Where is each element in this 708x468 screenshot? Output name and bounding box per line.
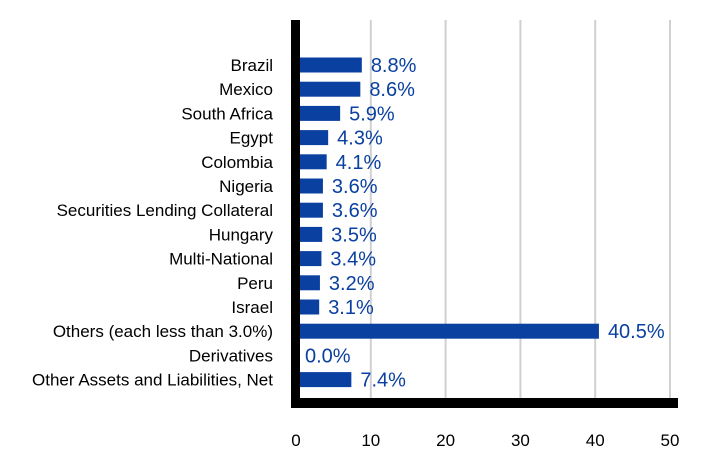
x-tick-label: 50	[661, 431, 680, 450]
category-label: Peru	[237, 274, 273, 293]
category-label: Others (each less than 3.0%)	[53, 322, 273, 341]
data-label: 3.4%	[330, 249, 376, 271]
data-label: 40.5%	[608, 321, 665, 343]
data-label: 7.4%	[360, 370, 406, 392]
data-label: 3.1%	[328, 297, 374, 319]
category-label: Egypt	[230, 129, 274, 148]
gridlines	[369, 20, 671, 403]
category-label: Securities Lending Collateral	[57, 201, 273, 220]
x-tick-label: 10	[361, 431, 380, 450]
bar	[296, 57, 362, 73]
x-tick-label: 0	[291, 431, 300, 450]
data-label: 4.3%	[337, 128, 383, 150]
category-label: Colombia	[201, 153, 273, 172]
category-label: Multi-National	[169, 250, 273, 269]
x-tick-label: 30	[511, 431, 530, 450]
x-tick-labels: 0 10 20 30 40 50	[291, 431, 679, 450]
data-label: 3.6%	[332, 176, 378, 198]
bar	[296, 323, 599, 339]
bar	[296, 372, 352, 388]
data-label: 3.6%	[332, 200, 378, 222]
category-label: Israel	[231, 298, 273, 317]
bars	[296, 57, 599, 388]
category-label: Other Assets and Liabilities, Net	[32, 371, 273, 390]
data-label: 0.0%	[305, 345, 351, 367]
category-label: Nigeria	[219, 177, 273, 196]
category-label: South Africa	[181, 104, 273, 123]
data-label: 8.8%	[371, 55, 417, 77]
category-labels: Brazil Mexico South Africa Egypt Colombia Nig…	[32, 56, 274, 390]
y-axis-line	[291, 20, 300, 408]
category-label: Brazil	[230, 56, 273, 75]
bar	[296, 130, 329, 146]
bar	[296, 299, 320, 315]
bar	[296, 226, 323, 242]
data-label: 8.6%	[369, 79, 415, 101]
category-label: Derivatives	[189, 346, 273, 365]
bar	[296, 178, 323, 194]
category-label: Mexico	[219, 80, 273, 99]
data-label: 3.5%	[331, 224, 377, 246]
data-label: 3.2%	[329, 273, 375, 295]
x-axis-line	[291, 398, 678, 408]
data-label: 4.1%	[336, 152, 382, 174]
bar	[296, 251, 322, 267]
data-label: 5.9%	[349, 103, 395, 125]
bar	[296, 154, 327, 170]
bar	[296, 202, 323, 218]
bar	[296, 81, 361, 97]
axes	[291, 20, 678, 408]
bar	[296, 275, 320, 291]
x-tick-label: 40	[586, 431, 605, 450]
bar	[296, 105, 341, 121]
category-label: Hungary	[209, 225, 274, 244]
data-labels: 8.8%8.6%5.9%4.3%4.1%3.6%3.6%3.5%3.4%3.2%…	[305, 55, 665, 392]
x-tick-label: 20	[436, 431, 455, 450]
